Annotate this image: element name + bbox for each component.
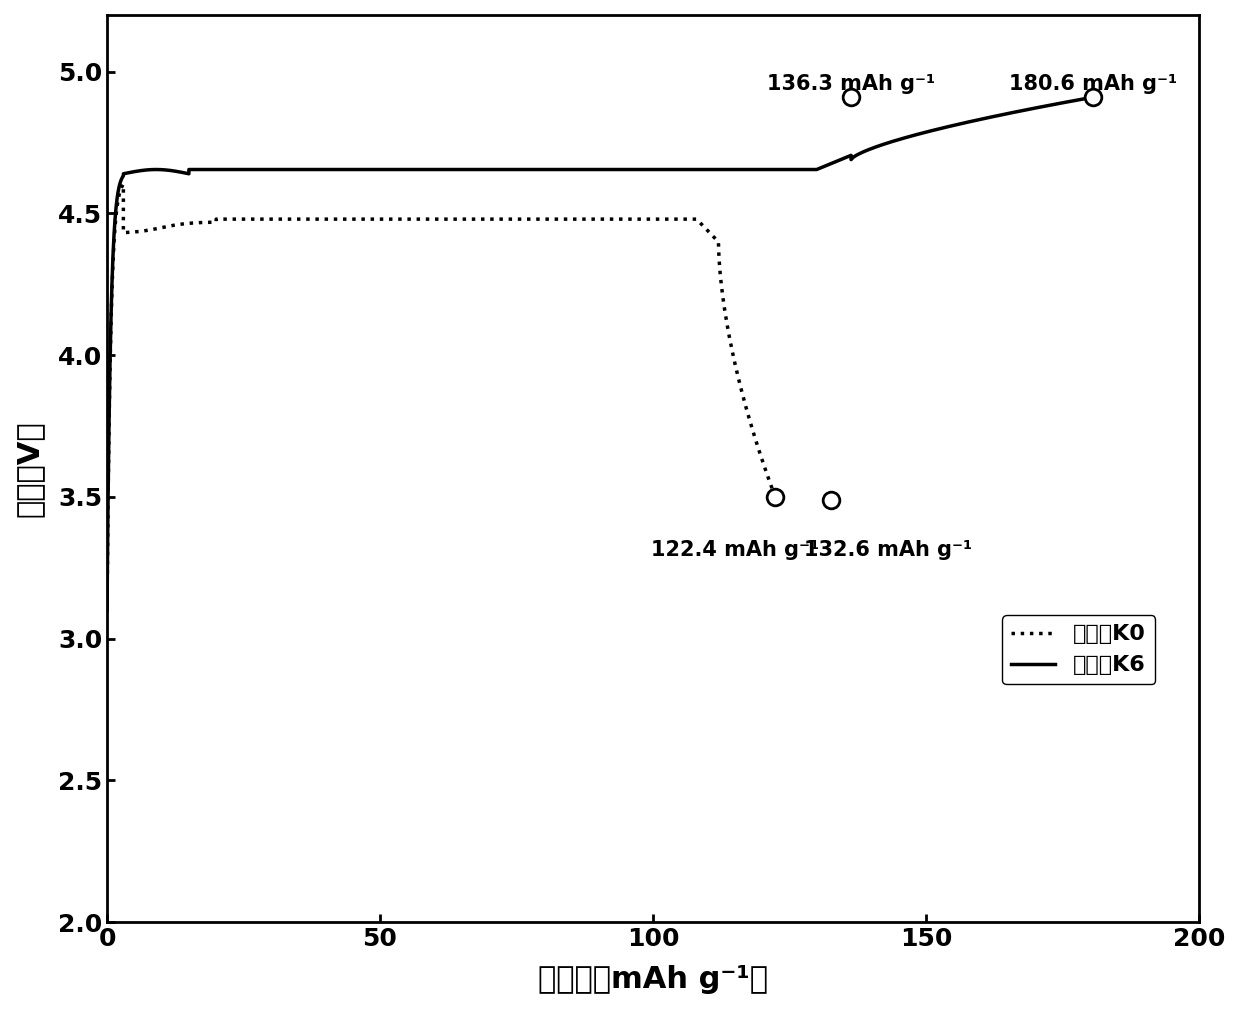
Legend: 全电池K0, 全电池K6: 全电池K0, 全电池K6 (1002, 615, 1154, 684)
X-axis label: 比容量（mAh g⁻¹）: 比容量（mAh g⁻¹） (538, 965, 768, 994)
Y-axis label: 电压（V）: 电压（V） (15, 421, 43, 517)
Text: 180.6 mAh g⁻¹: 180.6 mAh g⁻¹ (1009, 75, 1177, 95)
Text: 132.6 mAh g⁻¹: 132.6 mAh g⁻¹ (804, 540, 972, 560)
Text: 122.4 mAh g⁻¹: 122.4 mAh g⁻¹ (651, 540, 818, 560)
Text: 136.3 mAh g⁻¹: 136.3 mAh g⁻¹ (768, 75, 935, 95)
